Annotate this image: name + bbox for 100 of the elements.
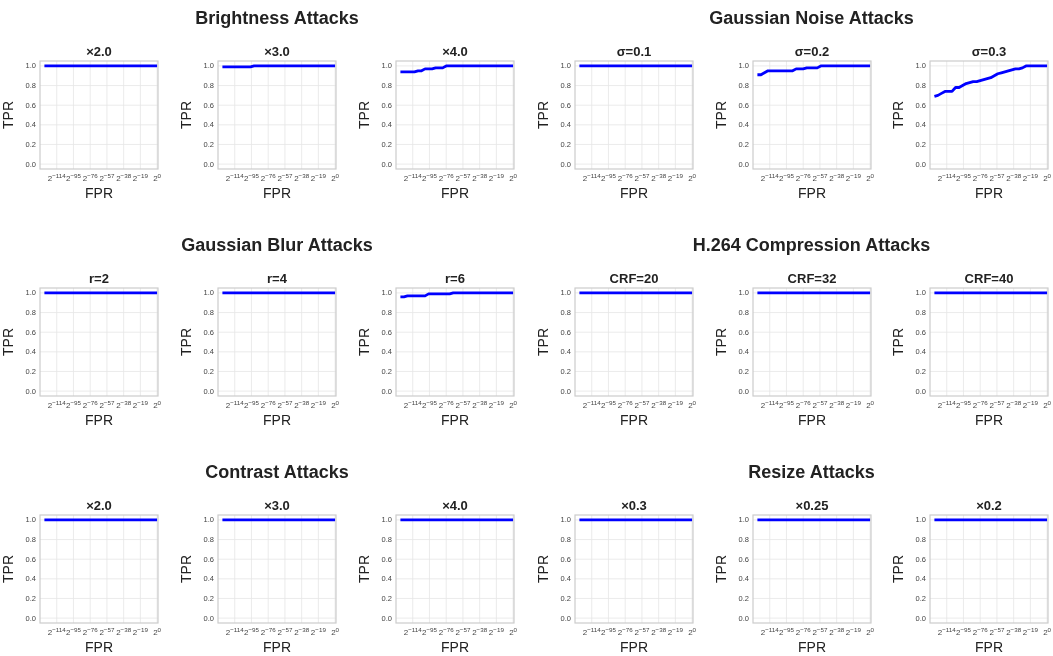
x-tick-label: 2$^{−57}$ xyxy=(455,625,471,637)
x-tick-label: 2$^{−57}$ xyxy=(812,171,828,183)
x-tick-label: 2$^{−76}$ xyxy=(82,171,99,183)
x-tick-label: 2$^{−19}$ xyxy=(845,625,862,637)
chart-title: r=6 xyxy=(445,271,465,286)
x-tick-label: 2$^{−76}$ xyxy=(438,625,455,637)
y-axis-title: TPR xyxy=(356,328,372,356)
x-tick-label: 2$^{−57}$ xyxy=(99,625,115,637)
x-tick-label: 2$^{−19}$ xyxy=(310,398,327,410)
x-tick-label: 2$^{−57}$ xyxy=(989,398,1005,410)
x-tick-label: 2$^{−38}$ xyxy=(1006,398,1022,410)
x-axis-title: FPR xyxy=(441,639,469,655)
chart-title: ×2.0 xyxy=(86,498,112,513)
y-axis-title: TPR xyxy=(535,101,551,129)
x-tick-label: 2$^{0}$ xyxy=(1043,625,1052,637)
x-tick-label: 2$^{−76}$ xyxy=(617,625,634,637)
chart-title: ×2.0 xyxy=(86,44,112,59)
x-tick-label: 2$^{0}$ xyxy=(331,398,340,410)
x-tick-label: 2$^{−19}$ xyxy=(667,625,684,637)
y-axis-title: TPR xyxy=(0,328,16,356)
y-axis-title: TPR xyxy=(0,101,16,129)
y-axis-title: TPR xyxy=(890,101,906,129)
x-tick-label: 2$^{−57}$ xyxy=(634,171,650,183)
x-tick-label: 2$^{−114}$ xyxy=(403,171,423,183)
x-tick-label: 2$^{−57}$ xyxy=(634,625,650,637)
text: Resize Attacks xyxy=(748,462,875,482)
y-axis-title: TPR xyxy=(713,328,729,356)
x-tick-label: 2$^{−76}$ xyxy=(82,398,99,410)
x-tick-label: 2$^{−76}$ xyxy=(795,625,812,637)
x-tick-label: 2$^{−19}$ xyxy=(1022,398,1039,410)
x-tick-label: 2$^{−76}$ xyxy=(260,625,277,637)
x-tick-label: 2$^{−19}$ xyxy=(667,171,684,183)
x-tick-label: 2$^{−19}$ xyxy=(1022,171,1039,183)
line-series xyxy=(756,64,872,77)
x-axis-title: FPR xyxy=(85,639,113,655)
x-axis-title: FPR xyxy=(975,412,1003,428)
x-tick-label: 2$^{−38}$ xyxy=(651,171,667,183)
x-tick-label: 2$^{−38}$ xyxy=(472,625,488,637)
x-axis-title: FPR xyxy=(798,412,826,428)
x-tick-label: 2$^{−76}$ xyxy=(795,171,812,183)
x-tick-label: 2$^{−114}$ xyxy=(47,398,67,410)
x-axis-title: FPR xyxy=(441,185,469,201)
y-axis-title: TPR xyxy=(890,555,906,583)
x-tick-label: 2$^{−114}$ xyxy=(225,398,245,410)
x-tick-label: 2$^{−38}$ xyxy=(116,398,132,410)
x-tick-label: 2$^{−38}$ xyxy=(472,398,488,410)
x-tick-label: 2$^{−38}$ xyxy=(294,171,310,183)
x-tick-label: 2$^{−114}$ xyxy=(225,171,245,183)
x-tick-label: 2$^{−114}$ xyxy=(760,398,780,410)
x-tick-label: 2$^{−38}$ xyxy=(116,171,132,183)
x-tick-label: 2$^{−76}$ xyxy=(438,171,455,183)
x-tick-label: 2$^{0}$ xyxy=(331,625,340,637)
y-axis-title: TPR xyxy=(535,555,551,583)
chart-title: σ=0.3 xyxy=(971,44,1007,59)
x-tick-label: 2$^{−114}$ xyxy=(937,171,957,183)
y-axis-title: TPR xyxy=(713,555,729,583)
y-axis-title: TPR xyxy=(178,328,194,356)
x-tick-label: 2$^{0}$ xyxy=(509,625,518,637)
x-tick-label: 2$^{−57}$ xyxy=(812,398,828,410)
x-tick-label: 2$^{−114}$ xyxy=(937,625,957,637)
x-tick-label: 2$^{−57}$ xyxy=(455,398,471,410)
chart-title: ×0.25 xyxy=(795,498,829,513)
x-tick-label: 2$^{−38}$ xyxy=(1006,171,1022,183)
x-tick-label: 2$^{−38}$ xyxy=(829,171,845,183)
x-tick-label: 2$^{−76}$ xyxy=(260,171,277,183)
x-tick-label: 2$^{0}$ xyxy=(153,398,162,410)
x-tick-label: 2$^{0}$ xyxy=(866,625,875,637)
y-axis-title: TPR xyxy=(178,555,194,583)
x-tick-label: 2$^{−19}$ xyxy=(845,171,862,183)
x-axis-title: FPR xyxy=(441,412,469,428)
chart-title: ×3.0 xyxy=(264,498,290,513)
x-tick-label: 2$^{−38}$ xyxy=(829,398,845,410)
x-tick-label: 2$^{−114}$ xyxy=(582,171,602,183)
x-tick-label: 2$^{−38}$ xyxy=(829,625,845,637)
x-tick-label: 2$^{−76}$ xyxy=(972,625,989,637)
chart-title: ×0.2 xyxy=(976,498,1002,513)
chart-title: CRF=32 xyxy=(787,271,837,286)
x-tick-label: 2$^{−57}$ xyxy=(634,398,650,410)
x-tick-label: 2$^{−19}$ xyxy=(132,171,149,183)
x-tick-label: 2$^{−114}$ xyxy=(47,625,67,637)
text: Brightness Attacks xyxy=(195,8,359,28)
x-tick-label: 2$^{−19}$ xyxy=(132,625,149,637)
y-axis-title: TPR xyxy=(178,101,194,129)
x-axis-title: FPR xyxy=(620,185,648,201)
y-axis-title: TPR xyxy=(890,328,906,356)
chart-title: σ=0.2 xyxy=(794,44,830,59)
chart-title: ×4.0 xyxy=(442,44,468,59)
x-axis-title: FPR xyxy=(85,412,113,428)
x-tick-label: 2$^{−76}$ xyxy=(972,398,989,410)
x-tick-label: 2$^{−38}$ xyxy=(472,171,488,183)
x-tick-label: 2$^{−114}$ xyxy=(47,171,67,183)
x-tick-label: 2$^{0}$ xyxy=(153,625,162,637)
text: Gaussian Blur Attacks xyxy=(181,235,373,255)
x-tick-label: 2$^{0}$ xyxy=(509,171,518,183)
x-axis-title: FPR xyxy=(798,639,826,655)
chart-title: CRF=40 xyxy=(964,271,1014,286)
chart-title: r=2 xyxy=(89,271,109,286)
line-series xyxy=(933,64,1049,98)
x-tick-label: 2$^{0}$ xyxy=(866,171,875,183)
x-axis-title: FPR xyxy=(975,639,1003,655)
